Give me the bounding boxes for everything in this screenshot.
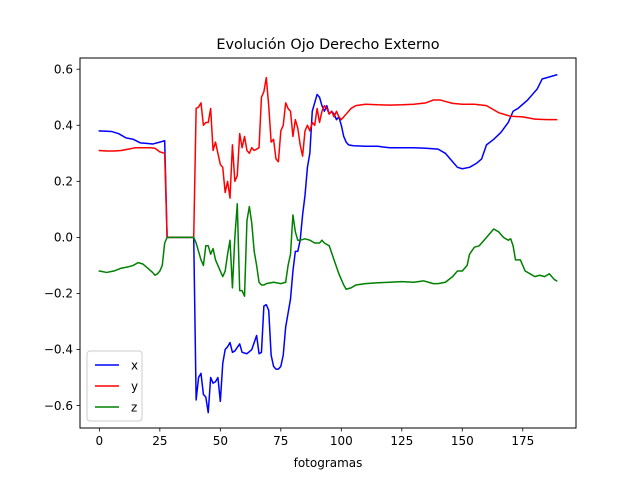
- y-tick-label: 0.6: [54, 62, 73, 76]
- series-line-z: [98, 203, 558, 298]
- x-tick-label: 0: [96, 434, 104, 448]
- series-line-x: [98, 73, 558, 414]
- x-axis: 0 25 50 75 100 125 150 175: [96, 428, 534, 448]
- series-line-y: [98, 76, 558, 239]
- x-tick-label: 175: [511, 434, 534, 448]
- legend-label-z: z: [131, 401, 137, 415]
- y-tick-label: 0.0: [54, 231, 73, 245]
- x-tick-label: 150: [451, 434, 474, 448]
- plot-frame: [79, 57, 577, 429]
- x-tick-label: 75: [273, 434, 288, 448]
- x-tick-label: 50: [213, 434, 228, 448]
- legend: xyz: [86, 350, 143, 422]
- x-axis-label: fotogramas: [294, 456, 363, 470]
- legend-label-x: x: [131, 359, 138, 373]
- x-tick-label: 100: [330, 434, 353, 448]
- x-tick-label: 25: [152, 434, 167, 448]
- y-tick-label: 0.4: [54, 118, 73, 132]
- y-tick-label: 0.2: [54, 175, 73, 189]
- legend-label-y: y: [131, 380, 138, 394]
- y-axis: −0.6 −0.4 −0.2 0.0 0.2 0.4 0.6: [44, 62, 80, 413]
- y-tick-label: −0.2: [44, 287, 73, 301]
- x-tick-label: 125: [390, 434, 413, 448]
- y-tick-label: −0.6: [44, 399, 73, 413]
- plot-area: [98, 73, 558, 414]
- chart-title: Evolución Ojo Derecho Externo: [216, 37, 439, 53]
- y-tick-label: −0.4: [44, 343, 73, 357]
